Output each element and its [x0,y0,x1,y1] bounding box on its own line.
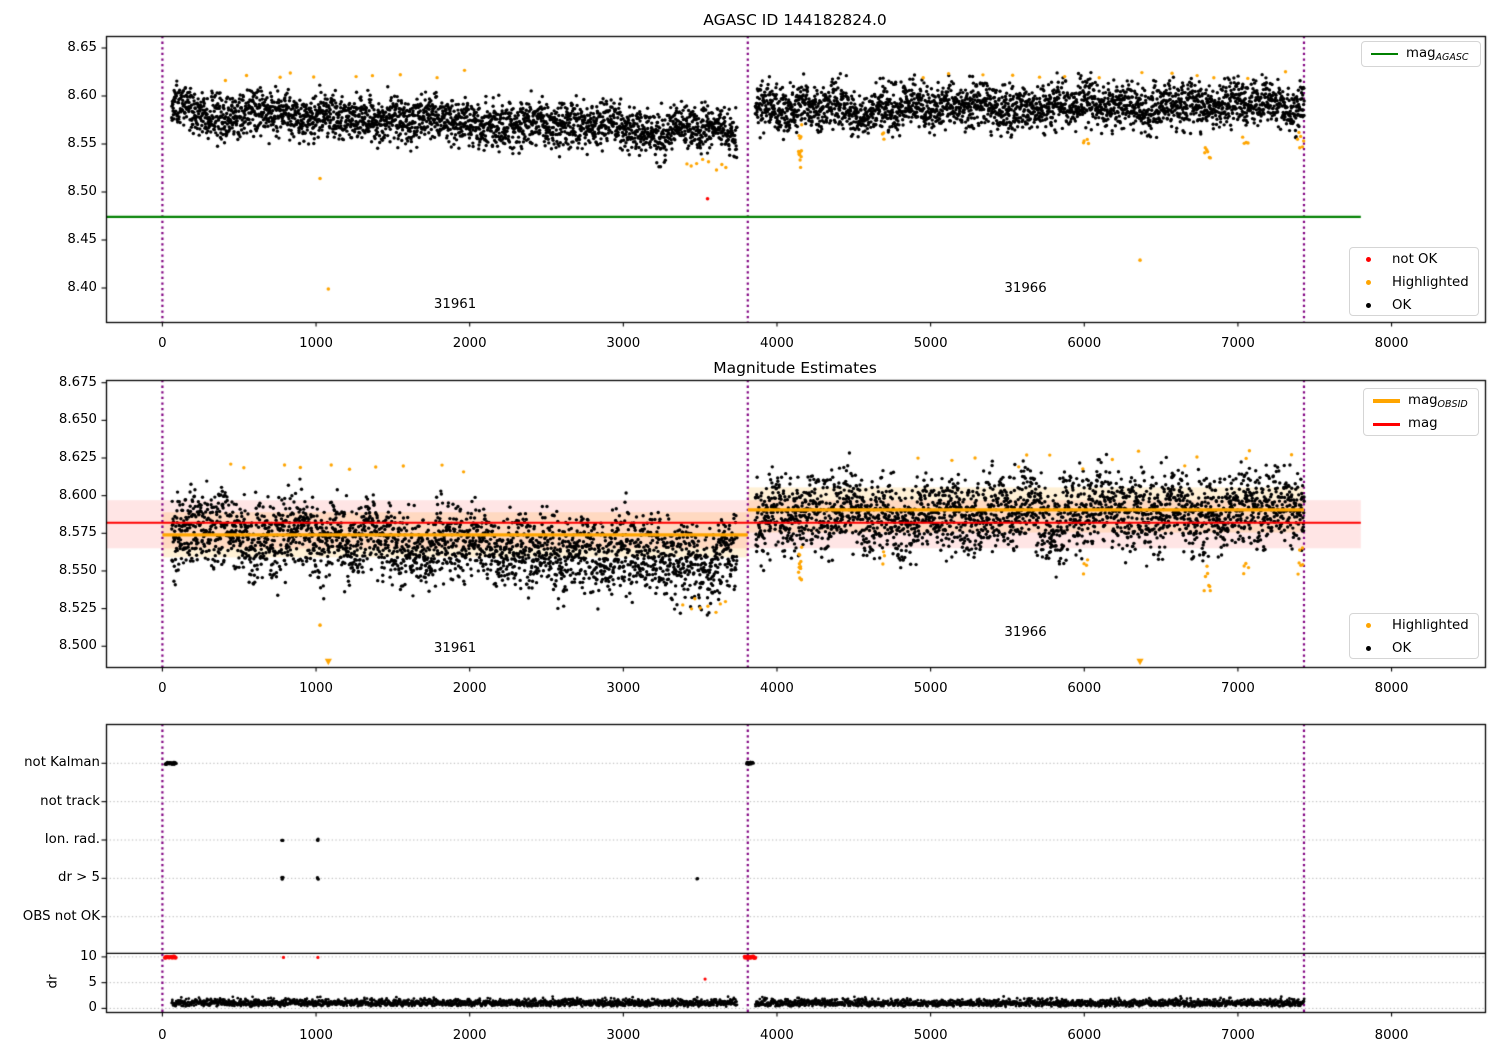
x-tick-label: 2000 [452,336,487,351]
x-tick-label: 6000 [1067,681,1102,696]
mag-agasc-line-sample [1371,52,1398,56]
x-tick-label: 5000 [913,681,948,696]
highlighted-marker-icon [1366,280,1371,285]
ok-marker-icon [1366,646,1371,651]
flag-tick-label: Ion. rad. [44,832,100,847]
y-tick-label: 8.600 [58,487,97,503]
dr-tick-label: 0 [88,1000,97,1016]
flag-tick-label: dr > 5 [58,870,100,886]
legend-label-ok: OK [1392,641,1412,656]
mag-obsid-line-sample [1373,399,1400,403]
dr-tick-label: 5 [88,974,97,990]
y-tick-label: 8.45 [67,232,97,247]
legend-label-mag-agasc: magAGASC [1406,45,1469,63]
y-tick-label: 8.575 [58,525,97,541]
not-ok-marker-icon [1366,257,1371,262]
x-tick-label: 2000 [452,1028,487,1043]
x-tick-label: 1000 [299,681,333,696]
x-tick-label: 3000 [606,681,641,696]
x-tick-label: 8000 [1374,681,1409,696]
dr-axis-label: dr [45,974,61,989]
y-tick-label: 8.500 [58,638,97,654]
x-tick-label: 3000 [606,336,641,351]
legend-label-highlighted: Highlighted [1392,275,1469,290]
legend-label-mag-obsid: magOBSID [1408,392,1468,410]
ok-marker-icon [1366,303,1371,308]
x-tick-label: 7000 [1220,681,1255,696]
x-tick-label: 5000 [913,1028,948,1043]
flag-tick-label: OBS not OK [22,908,100,924]
y-tick-label: 8.525 [58,600,97,616]
legend-plot2-markers: Highlighted OK [1349,613,1479,659]
x-tick-label: 0 [158,336,167,351]
dr-tick-label: 10 [80,948,97,964]
x-tick-label: 4000 [760,1028,794,1043]
x-tick-label: 3000 [606,1028,641,1043]
flag-tick-label: not Kalman [24,755,100,771]
y-tick-label: 8.65 [67,40,97,55]
highlighted-marker-icon [1366,623,1371,628]
x-tick-label: 5000 [913,336,948,351]
x-tick-label: 0 [158,1028,167,1043]
x-tick-label: 2000 [452,681,487,696]
x-tick-label: 7000 [1220,336,1255,351]
x-tick-label: 4000 [760,336,794,351]
flag-tick-label: not track [40,793,100,809]
legend-label-highlighted: Highlighted [1392,618,1469,633]
x-tick-label: 6000 [1067,1028,1102,1043]
y-tick-label: 8.60 [67,88,97,103]
x-tick-label: 7000 [1220,1028,1255,1043]
legend-label-mag: mag [1408,416,1438,431]
x-tick-label: 4000 [760,681,794,696]
x-tick-label: 8000 [1374,336,1409,351]
plot1-title: AGASC ID 144182824.0 [703,11,887,29]
x-tick-label: 8000 [1374,1028,1409,1043]
legend-plot2-lines: magOBSID mag [1363,388,1479,436]
obsid-annotation: 31966 [1004,624,1047,640]
y-tick-label: 8.650 [58,412,97,428]
mag-line-sample [1373,423,1400,426]
plot2-title: Magnitude Estimates [713,359,877,377]
y-tick-label: 8.50 [67,184,97,199]
obsid-annotation: 31966 [1004,280,1047,296]
x-tick-label: 1000 [299,1028,333,1043]
legend-label-not-ok: not OK [1392,252,1438,267]
x-tick-label: 1000 [299,336,333,351]
obsid-annotation: 31961 [433,297,477,313]
y-tick-label: 8.625 [58,450,97,465]
y-tick-label: 8.675 [58,374,97,390]
legend-label-ok: OK [1392,298,1412,313]
obsid-annotation: 31961 [433,641,477,657]
legend-mag-agasc: magAGASC [1361,41,1481,67]
y-tick-label: 8.55 [67,136,97,151]
x-tick-label: 0 [158,681,167,696]
y-tick-label: 8.550 [58,562,97,578]
legend-plot1-markers: not OK Highlighted OK [1349,247,1479,316]
y-tick-label: 8.40 [67,280,97,295]
x-tick-label: 6000 [1067,336,1102,351]
